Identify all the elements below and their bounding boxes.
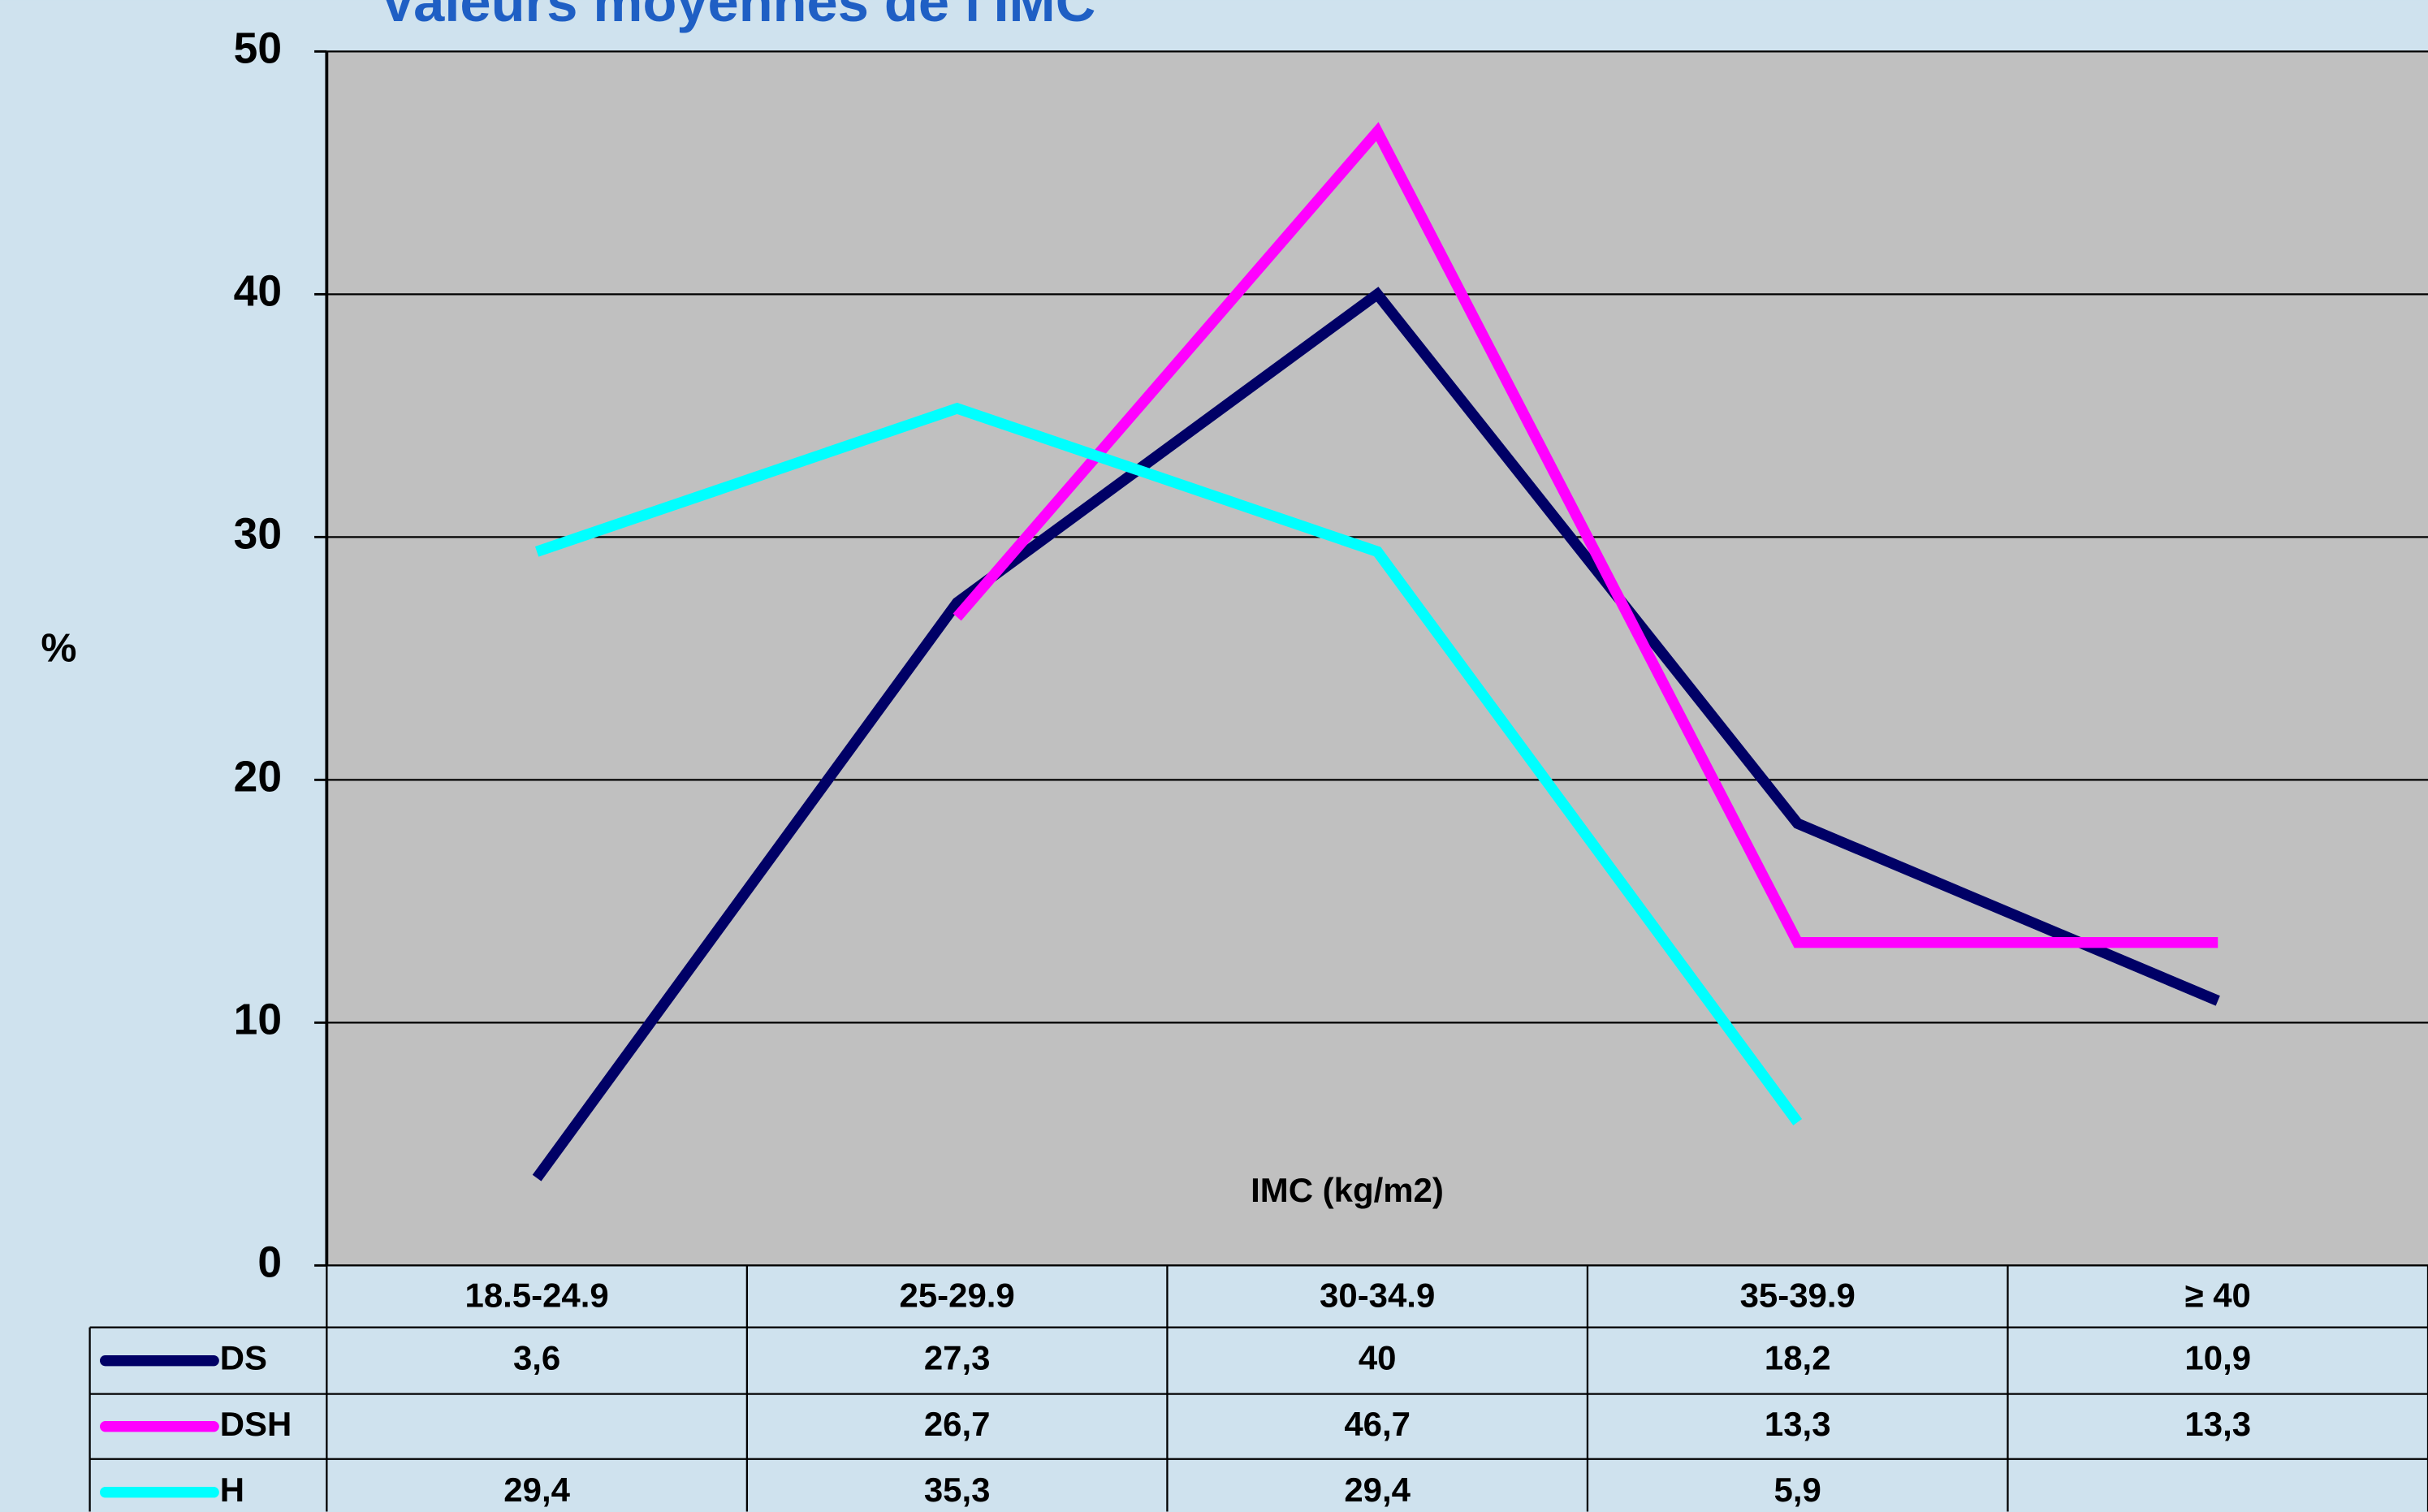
- data-label: 35,3: [924, 1471, 991, 1509]
- x-tick-label: 25-29.9: [900, 1276, 1015, 1314]
- legend-label: DSH: [220, 1405, 292, 1443]
- x-tick-label: 18.5-24.9: [465, 1276, 609, 1314]
- legend-label: DS: [220, 1339, 267, 1377]
- data-label: 13,3: [1765, 1405, 1831, 1443]
- data-label: 13,3: [2184, 1405, 2251, 1443]
- data-label: 26,7: [924, 1405, 991, 1443]
- y-tick-label: 50: [234, 24, 282, 72]
- data-label: 3,6: [513, 1339, 560, 1377]
- series-line: [534, 402, 1803, 1125]
- chart-title: Valeurs moyennes de l'IMC: [379, 0, 1095, 33]
- y-tick-label: 20: [234, 753, 282, 801]
- data-label: 18,2: [1765, 1339, 1831, 1377]
- data-label: 40: [1359, 1339, 1397, 1377]
- x-tick-label: ≥ 40: [2185, 1276, 2251, 1314]
- data-label: 29,4: [503, 1471, 570, 1509]
- x-axis-label: IMC (kg/m2): [1251, 1171, 1444, 1209]
- y-tick-label: 30: [234, 510, 282, 558]
- series-line: [953, 122, 2218, 948]
- x-tick-label: 30-34.9: [1320, 1276, 1435, 1314]
- data-label: 29,4: [1344, 1471, 1411, 1509]
- y-axis-label: %: [41, 624, 76, 670]
- data-label: 27,3: [924, 1339, 991, 1377]
- series-line: [532, 287, 2220, 1182]
- legend-label: H: [220, 1471, 244, 1509]
- y-tick-label: 0: [257, 1238, 282, 1286]
- y-tick-label: 40: [234, 267, 282, 315]
- x-tick-label: 35-39.9: [1740, 1276, 1856, 1314]
- data-label: 46,7: [1344, 1405, 1411, 1443]
- data-label: 5,9: [1774, 1471, 1821, 1509]
- y-tick-label: 10: [234, 996, 282, 1043]
- plot-area: [326, 51, 2428, 1266]
- data-label: 10,9: [2184, 1339, 2251, 1377]
